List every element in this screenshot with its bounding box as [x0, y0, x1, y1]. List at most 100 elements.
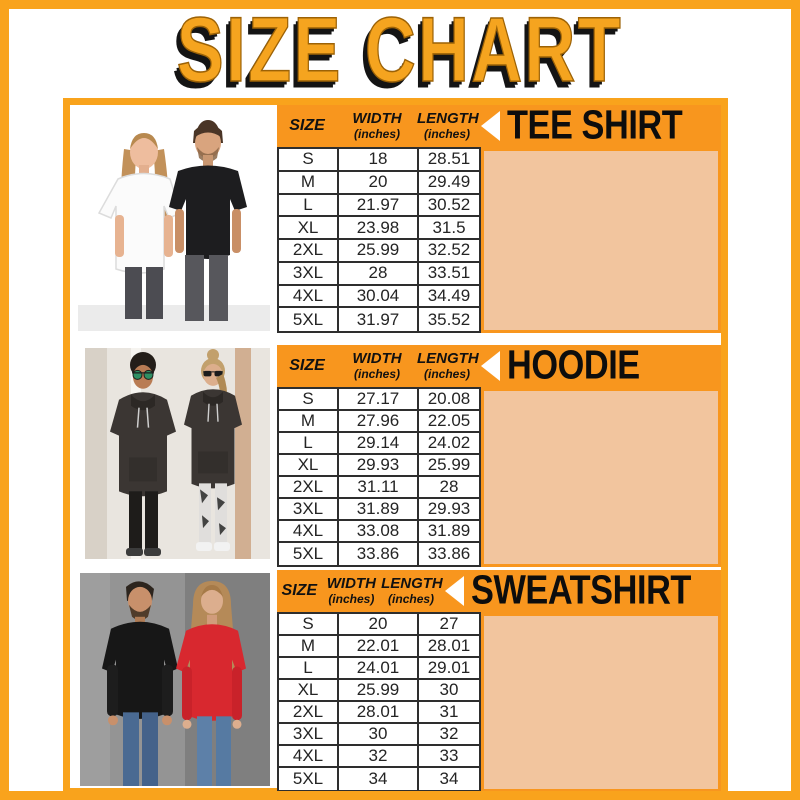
- length-cell: 31.5: [419, 217, 479, 240]
- width-cell: 20: [339, 171, 419, 195]
- column-header-length: LENGTH (inches): [417, 110, 479, 141]
- width-cell: 29.93: [339, 455, 419, 477]
- length-cell: 22.05: [419, 411, 479, 433]
- tee-shirt-models-photo: [78, 107, 270, 331]
- sweatshirt-photo-illustration: [80, 573, 270, 786]
- column-header-length: LENGTH (inches): [381, 575, 443, 606]
- width-cell: 23.98: [339, 217, 419, 240]
- section-title-hoodie: HOODIE: [507, 342, 640, 389]
- width-cell: 21.97: [339, 194, 419, 218]
- width-cell: 30.04: [339, 285, 419, 309]
- size-cell: S: [279, 614, 339, 636]
- length-cell: 30: [419, 680, 479, 702]
- column-header-length: LENGTH (inches): [417, 350, 479, 381]
- size-cell: 3XL: [279, 499, 339, 521]
- length-cell: 29.49: [419, 171, 479, 195]
- page-title-area: SIZE CHART: [0, 3, 800, 96]
- size-cell: 4XL: [279, 285, 339, 309]
- arrow-left-icon: [481, 351, 500, 381]
- sweatshirt-header-band: SIZE WIDTH (inches) LENGTH (inches) SWEA…: [277, 567, 721, 614]
- width-cell: 33.08: [339, 521, 419, 543]
- column-header-size: SIZE: [281, 582, 318, 600]
- column-header-width: WIDTH (inches): [352, 110, 402, 141]
- arrow-left-icon: [445, 576, 465, 606]
- size-cell: 4XL: [279, 746, 339, 768]
- width-cell: 34: [339, 768, 419, 790]
- length-cell: 29.93: [419, 499, 479, 521]
- length-cell: 31.89: [419, 521, 479, 543]
- size-cell: 3XL: [279, 262, 339, 286]
- width-cell: 28: [339, 262, 419, 286]
- width-cell: 28.01: [339, 702, 419, 724]
- size-cell: XL: [279, 680, 339, 702]
- size-cell: 5XL: [279, 308, 339, 331]
- arrow-left-icon: [481, 111, 500, 141]
- length-cell: 34: [419, 768, 479, 790]
- length-cell: 28.51: [419, 149, 479, 172]
- tee-shirt-size-table: S 18 28.51 M 20 29.49 L 21.97 30.52 XL 23.98 31.…: [277, 147, 481, 333]
- size-cell: L: [279, 433, 339, 455]
- size-cell: 3XL: [279, 724, 339, 746]
- width-cell: 24.01: [339, 658, 419, 680]
- width-cell: 31.89: [339, 499, 419, 521]
- size-cell: M: [279, 636, 339, 658]
- hoodie-header-band: SIZE WIDTH (inches) LENGTH (inches) HOOD…: [277, 342, 721, 389]
- section-sweatshirt: SIZE WIDTH (inches) LENGTH (inches) SWEA…: [70, 567, 721, 792]
- length-cell: 25.99: [419, 455, 479, 477]
- size-cell: L: [279, 658, 339, 680]
- width-cell: 27.17: [339, 389, 419, 411]
- column-header-size: SIZE: [289, 357, 325, 375]
- sweatshirt-size-table: S 20 27 M 22.01 28.01 L 24.01 29.01 XL 25.99 30 …: [277, 612, 481, 792]
- width-cell: 33.86: [339, 543, 419, 565]
- size-cell: 2XL: [279, 702, 339, 724]
- length-cell: 33: [419, 746, 479, 768]
- column-header-width: WIDTH (inches): [326, 575, 376, 606]
- width-cell: 27.96: [339, 411, 419, 433]
- length-cell: 24.02: [419, 433, 479, 455]
- width-cell: 32: [339, 746, 419, 768]
- size-cell: M: [279, 171, 339, 195]
- section-hoodie: SIZE WIDTH (inches) LENGTH (inches) HOOD…: [70, 342, 721, 567]
- size-chart-card: SIZE WIDTH (inches) LENGTH (inches) TEE …: [63, 98, 728, 795]
- size-cell: S: [279, 149, 339, 172]
- width-cell: 31.97: [339, 308, 419, 331]
- hoodie-models-photo: [85, 348, 270, 559]
- tee-shirt-panel: SIZE WIDTH (inches) LENGTH (inches) TEE …: [277, 102, 721, 333]
- length-cell: 33.51: [419, 262, 479, 286]
- size-cell: L: [279, 194, 339, 218]
- length-cell: 34.49: [419, 285, 479, 309]
- section-title-sweatshirt: SWEATSHIRT: [471, 567, 692, 614]
- tee-shirt-side-filler: [481, 147, 721, 333]
- sweatshirt-models-photo: [80, 573, 270, 786]
- size-cell: 5XL: [279, 768, 339, 790]
- column-header-width: WIDTH (inches): [352, 350, 402, 381]
- tee-shirt-header-band: SIZE WIDTH (inches) LENGTH (inches) TEE …: [277, 102, 721, 149]
- section-title-tee-shirt: TEE SHIRT: [507, 102, 683, 149]
- size-cell: XL: [279, 217, 339, 240]
- size-cell: 4XL: [279, 521, 339, 543]
- size-cell: XL: [279, 455, 339, 477]
- length-cell: 35.52: [419, 308, 479, 331]
- length-cell: 31: [419, 702, 479, 724]
- length-cell: 28.01: [419, 636, 479, 658]
- width-cell: 25.99: [339, 680, 419, 702]
- hoodie-side-filler: [481, 387, 721, 567]
- width-cell: 29.14: [339, 433, 419, 455]
- tee-shirt-photo-illustration: [78, 107, 270, 331]
- size-cell: 5XL: [279, 543, 339, 565]
- hoodie-photo-illustration: [85, 348, 270, 559]
- size-cell: 2XL: [279, 477, 339, 499]
- width-cell: 18: [339, 149, 419, 172]
- length-cell: 20.08: [419, 389, 479, 411]
- size-cell: M: [279, 411, 339, 433]
- width-cell: 20: [339, 614, 419, 636]
- length-cell: 32: [419, 724, 479, 746]
- length-cell: 32.52: [419, 240, 479, 263]
- sweatshirt-panel: SIZE WIDTH (inches) LENGTH (inches) SWEA…: [277, 567, 721, 792]
- length-cell: 28: [419, 477, 479, 499]
- size-cell: S: [279, 389, 339, 411]
- column-header-size: SIZE: [289, 117, 325, 135]
- width-cell: 30: [339, 724, 419, 746]
- size-cell: 2XL: [279, 240, 339, 263]
